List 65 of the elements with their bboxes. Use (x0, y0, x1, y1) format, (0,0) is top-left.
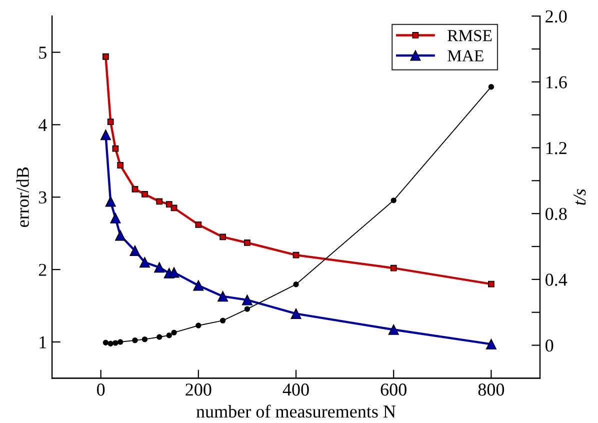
y-tick-label: 5 (39, 46, 46, 59)
point (390, 264, 397, 272)
y-tick-label: 2 (38, 264, 46, 276)
point (132, 186, 138, 192)
point (107, 118, 114, 125)
point (156, 198, 163, 205)
x-tick-label: 800 (478, 384, 504, 396)
point (244, 240, 250, 246)
point (166, 201, 172, 208)
point (488, 280, 494, 288)
point (117, 339, 124, 345)
point (488, 84, 494, 90)
point (132, 337, 138, 344)
point (195, 221, 202, 228)
y-axis-title: error/dB (16, 167, 29, 227)
point (156, 334, 162, 340)
y2-tick-label: 1.2 (546, 142, 566, 154)
x-tick-label: 200 (186, 384, 212, 396)
point (196, 322, 202, 328)
point (166, 332, 172, 338)
point (486, 338, 496, 350)
legend-label: MAE (448, 50, 484, 62)
y2-tick-label: 0.8 (546, 208, 567, 220)
point (171, 330, 177, 336)
point (290, 308, 302, 319)
point (293, 282, 299, 288)
point (112, 145, 119, 152)
point (142, 336, 148, 342)
x-tick-label: 0 (96, 384, 105, 396)
y2-axis-title: t/s (574, 189, 586, 205)
y2-tick-label: 2.0 (546, 10, 567, 23)
point (168, 267, 180, 278)
point (242, 294, 252, 306)
point (110, 212, 121, 224)
point (388, 324, 399, 335)
point (292, 252, 300, 258)
point (100, 130, 111, 140)
y2-tick-label: 1.6 (546, 76, 567, 88)
point (142, 191, 148, 198)
x-tick-label: 600 (380, 384, 406, 396)
point (154, 262, 165, 273)
point (193, 280, 204, 291)
x-axis-title: number of measurements N (196, 404, 396, 418)
point (112, 340, 118, 346)
y2-tick-label: 0.4 (546, 274, 568, 286)
point (139, 257, 150, 268)
legend-label: RMSE (448, 30, 492, 42)
y-tick-label: 1 (40, 336, 46, 348)
point (220, 234, 226, 240)
point (105, 196, 116, 207)
point (130, 245, 140, 256)
y2-tick-label: 0 (546, 340, 554, 352)
x-tick-label: 400 (282, 384, 309, 396)
point (390, 198, 396, 204)
point (102, 53, 109, 60)
y-tick-label: 4 (38, 119, 47, 131)
point (220, 318, 226, 324)
point (117, 162, 124, 168)
point (218, 291, 228, 302)
point (170, 204, 178, 212)
y-tick-label: 3 (39, 191, 46, 204)
point (115, 230, 126, 241)
point (244, 306, 250, 312)
point (102, 340, 109, 346)
point (108, 340, 114, 346)
